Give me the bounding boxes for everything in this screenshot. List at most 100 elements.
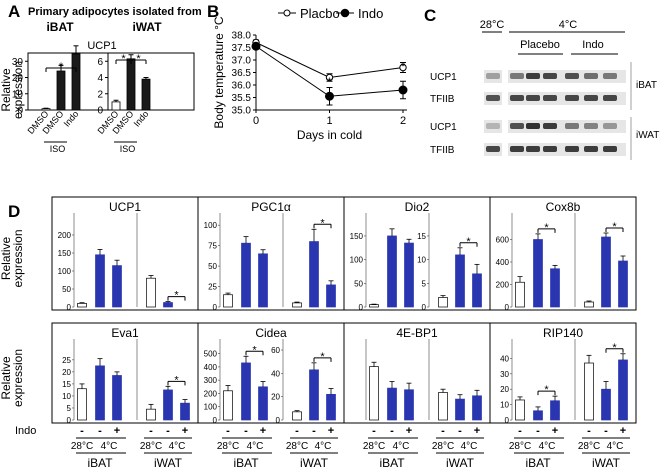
panel-a-sig-ibat-star: *: [59, 61, 64, 73]
panel-d-indo-mark: -: [518, 425, 522, 437]
panel-d-gene-title: Cidea: [255, 326, 287, 340]
panel-d-tissue-label: iBAT: [233, 456, 259, 470]
panel-b-ytick-label: 36.0: [232, 81, 252, 92]
panel-d-gene-title: PGC1α: [251, 200, 291, 214]
panel-d-ytick-label: 600: [496, 236, 510, 245]
panel-c-indo-label: Indo: [582, 39, 603, 51]
panel-b-ytick-label: 37.5: [232, 43, 252, 54]
panel-d-bar: [241, 362, 251, 421]
panel-d-temp-label: 28°C: [578, 441, 600, 452]
panel-d-temp-label: 4°C: [607, 441, 624, 452]
panel-d-bar: [309, 369, 319, 421]
panel-a-title: Primary adipocytes isolated from: [28, 6, 202, 18]
panel-d-temp-label: 28°C: [286, 441, 308, 452]
panel-b-xlabel: Days in cold: [297, 128, 362, 142]
panel-c-band: [543, 95, 557, 101]
panel-d-ytick-label: 30: [500, 370, 509, 379]
panel-b-xtick-label: 2: [400, 115, 406, 127]
panel-a-group-ibat: iBAT: [46, 20, 74, 34]
panel-d-ytick-label: 10: [417, 256, 426, 265]
panel-d-indo-mark: +: [114, 425, 120, 437]
panel-a-ytick-label: 20: [12, 73, 24, 84]
panel-d-bar: [601, 388, 611, 421]
panel-c-band: [584, 95, 598, 101]
panel-d-chart: RelativeexpressionRelativeexpressionUCP1…: [0, 196, 637, 470]
panel-d-bar: [326, 393, 336, 421]
panel-c-band: [526, 73, 540, 79]
panel-c-band: [510, 95, 524, 101]
panel-d-ytick-label: 10: [500, 401, 509, 410]
panel-b-point-1: [251, 41, 261, 51]
panel-c-band: [526, 123, 540, 129]
panel-d-bar: [163, 389, 173, 421]
panel-d-temp-label: 4°C: [101, 441, 118, 452]
panel-c-band: [584, 146, 598, 152]
panel-a-frame: [27, 52, 195, 111]
panel-b-point-1: [398, 85, 408, 95]
panel-c-band: [510, 123, 524, 129]
panel-d-bar: [112, 265, 122, 308]
panel-d-indo-mark: +: [182, 425, 188, 437]
panel-b-ytick-label: 38.0: [232, 31, 252, 42]
panel-d-sig-star: *: [252, 344, 257, 356]
panel-d-sig-star: *: [612, 221, 617, 233]
panel-a-ytick-label: 10: [12, 89, 24, 100]
panel-d-temp-label: 28°C: [432, 441, 454, 452]
panel-d-ytick-label: 150: [350, 232, 364, 241]
panel-b-legend-label: Indo: [358, 6, 383, 21]
panel-a-ytick-label: 4: [97, 73, 103, 84]
panel-d-ylabel-line2: expression: [11, 229, 25, 287]
panel-d-sig-star: *: [544, 384, 549, 396]
panel-d-bar: [180, 402, 190, 421]
panel-d-tissue-label: iWAT: [446, 456, 475, 470]
panel-b-xtick-label: 0: [253, 115, 259, 127]
panel-a-ytick-label: 0: [17, 106, 23, 117]
panel-c-band: [486, 73, 500, 79]
panel-d-gene-title: RIP140: [543, 326, 583, 340]
panel-a-ylabel: Relativeexpression: [0, 61, 25, 119]
panel-d-temp-label: 4°C: [461, 441, 478, 452]
panel-c-band: [603, 73, 617, 79]
panel-d-bar: [369, 304, 379, 308]
panel-d-ytick-label: 200: [204, 389, 218, 398]
panel-d-indo-mark: -: [372, 425, 376, 437]
panel-d-indo-mark: -: [441, 425, 445, 437]
panel-c-row-label: TFIIB: [430, 145, 455, 156]
panel-c-band: [486, 95, 500, 101]
panel-d-bar: [326, 284, 336, 308]
panel-a-bar: [56, 70, 66, 111]
panel-a-bar: [111, 101, 121, 111]
panel-d-bar: [77, 303, 87, 308]
panel-d-indo-mark: -: [80, 425, 84, 437]
panel-d-bar: [533, 410, 543, 421]
panel-d-ytick-label: 10: [62, 392, 71, 401]
panel-d-tissue-label: iBAT: [379, 456, 405, 470]
panel-a-sig-iwat1-star: *: [121, 53, 126, 65]
panel-d-indo-mark: -: [149, 425, 153, 437]
panel-d-ytick-label: 200: [58, 231, 72, 240]
panel-d-indo-mark: +: [260, 425, 266, 437]
panel-c-band: [584, 123, 598, 129]
panel-d-bar: [515, 281, 525, 308]
panel-d-ytick-label: 15: [417, 232, 426, 241]
panel-d-indo-mark: +: [620, 425, 626, 437]
panel-d-ytick-label: 400: [204, 363, 218, 372]
panel-d-ytick-label: 100: [58, 267, 72, 276]
panel-d-bar: [438, 392, 448, 421]
panel-d-temp-label: 4°C: [247, 441, 264, 452]
panel-c-row-label: TFIIB: [430, 94, 455, 105]
panel-d-indo-mark: -: [244, 425, 248, 437]
panel-d-gene-title: 4E-BP1: [396, 326, 438, 340]
panel-d-bar: [404, 389, 414, 421]
panel-d-temp-label: 28°C: [509, 441, 531, 452]
panel-d-ytick-label: 40: [271, 369, 280, 378]
panel-d-ytick-label: 20: [62, 368, 71, 377]
panel-c-tissue-label: iBAT: [636, 80, 657, 91]
panel-d-indo-mark: +: [474, 425, 480, 437]
panel-d-bar: [258, 386, 268, 421]
panel-a-ytick-label: 6: [97, 57, 103, 68]
panel-d-temp-label: 28°C: [71, 441, 93, 452]
panel-b-xtick-label: 1: [326, 115, 332, 127]
panel-d-indo-mark: +: [328, 425, 334, 437]
panel-c-band: [526, 95, 540, 101]
